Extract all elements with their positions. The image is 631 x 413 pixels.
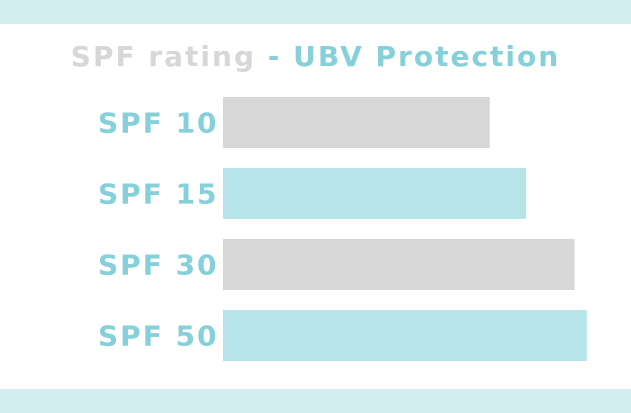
title-separator: - (267, 40, 282, 73)
title-part-spf-rating: SPF rating (70, 40, 257, 73)
category-label-spf-30: SPF 30 (98, 249, 219, 282)
top-band (0, 0, 631, 24)
bar-spf-15 (223, 168, 527, 219)
bar-spf-30 (223, 239, 575, 290)
bottom-band (0, 389, 631, 413)
category-label-spf-50: SPF 50 (98, 320, 219, 353)
bar-spf-50 (223, 310, 587, 361)
chart-title: SPF rating - UBV Protection (0, 40, 631, 73)
category-label-spf-10: SPF 10 (98, 107, 219, 140)
bar-spf-10 (223, 97, 490, 148)
category-label-spf-15: SPF 15 (98, 178, 219, 211)
title-part-ubv-protection: UBV Protection (293, 40, 561, 73)
